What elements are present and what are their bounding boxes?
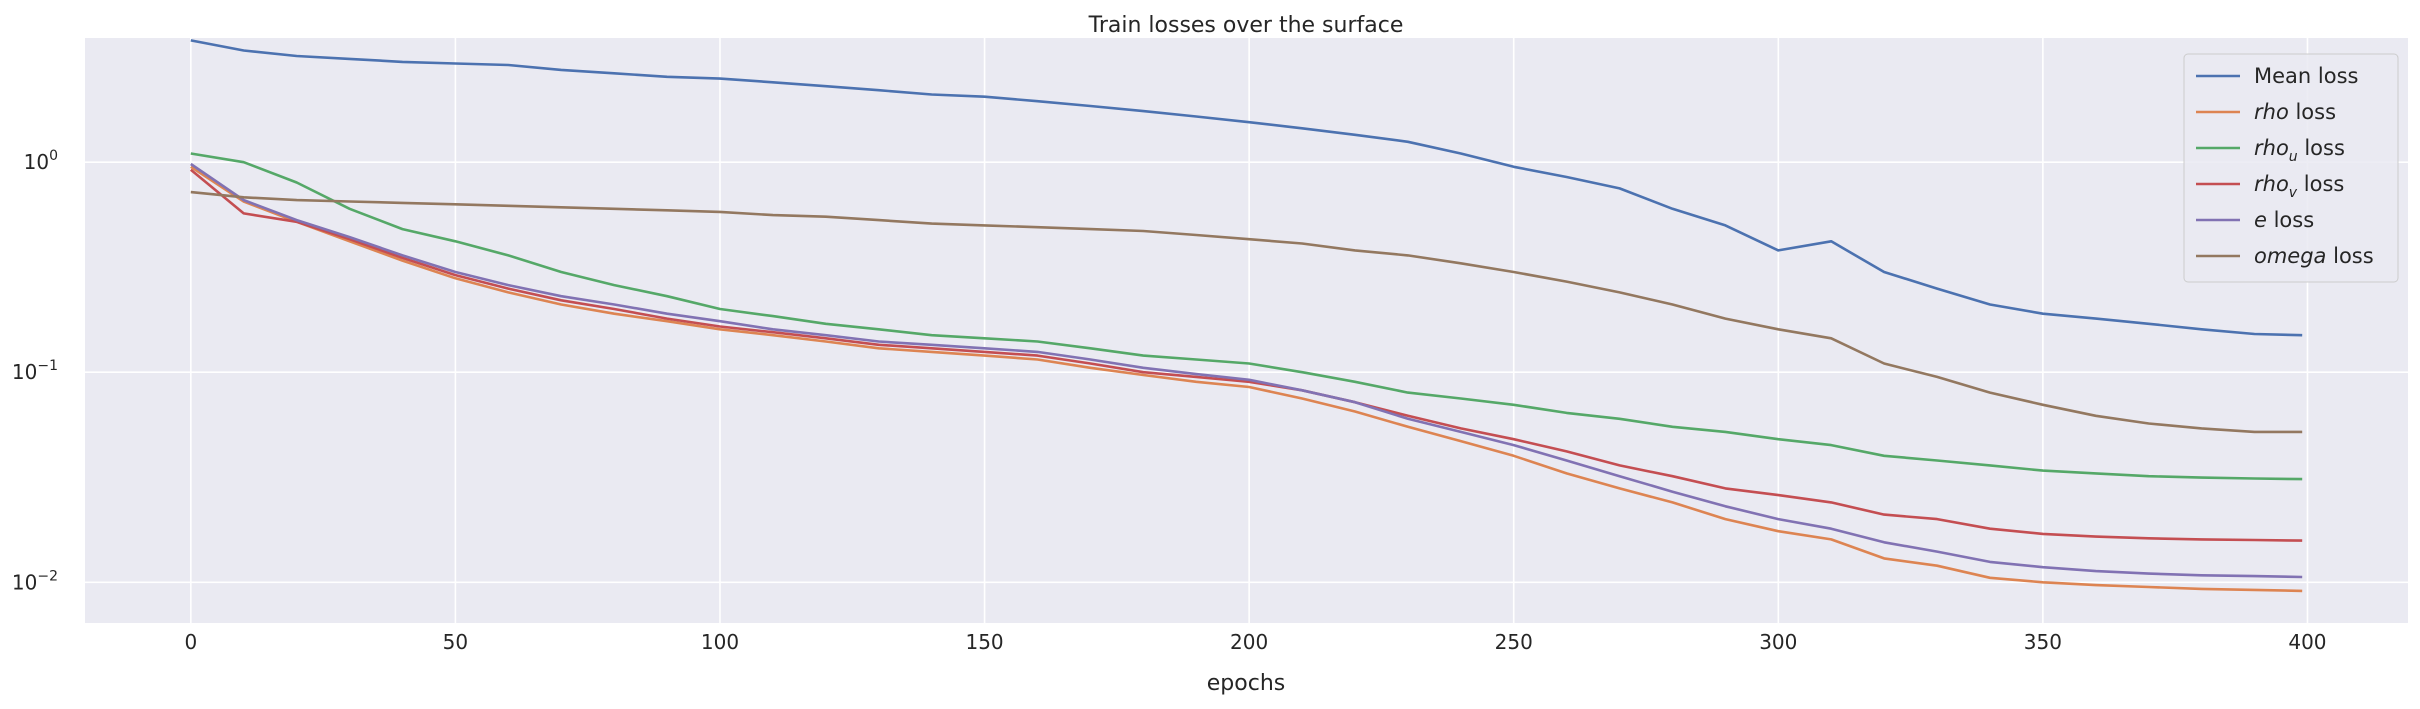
x-tick-label: 0 — [184, 630, 197, 654]
series-line-1 — [190, 165, 2303, 593]
legend-entry-0: Mean loss — [2254, 64, 2358, 88]
chart-title: Train losses over the surface — [1088, 13, 1404, 38]
legend-entry-3: rhov loss — [2254, 172, 2344, 201]
series-line-2 — [190, 152, 2303, 481]
x-axis-ticks: 0 50 100 150 200 250 300 350 400 — [184, 630, 2326, 654]
legend-entry-1: rho loss — [2254, 100, 2336, 124]
x-tick-label: 200 — [1230, 630, 1268, 654]
y-tick-label: 100 — [24, 148, 58, 174]
series-line-5 — [190, 190, 2303, 434]
legend-entry-4: e loss — [2254, 208, 2314, 232]
x-axis-label: epochs — [1207, 671, 1285, 696]
series-line-3 — [189, 168, 2303, 542]
series-line-0 — [190, 39, 2303, 337]
x-tick-label: 250 — [1495, 630, 1533, 654]
y-tick-label: 10−2 — [12, 568, 58, 594]
legend: Mean loss rho loss rhou loss rhov loss e los… — [2183, 53, 2399, 283]
x-tick-label: 300 — [1759, 630, 1797, 654]
x-tick-label: 50 — [443, 630, 468, 654]
legend-entry-2: rhou loss — [2254, 136, 2345, 165]
series-line-4 — [190, 162, 2303, 579]
series-layer — [189, 39, 2303, 593]
y-tick-label: 10−1 — [12, 358, 58, 384]
x-tick-label: 400 — [2288, 630, 2326, 654]
legend-entry-5: omega loss — [2254, 244, 2374, 268]
plot-background — [85, 38, 2408, 623]
y-axis-ticks: 100 10−1 10−2 — [12, 148, 58, 594]
x-tick-label: 100 — [701, 630, 739, 654]
x-tick-label: 150 — [965, 630, 1003, 654]
x-tick-label: 350 — [2024, 630, 2062, 654]
